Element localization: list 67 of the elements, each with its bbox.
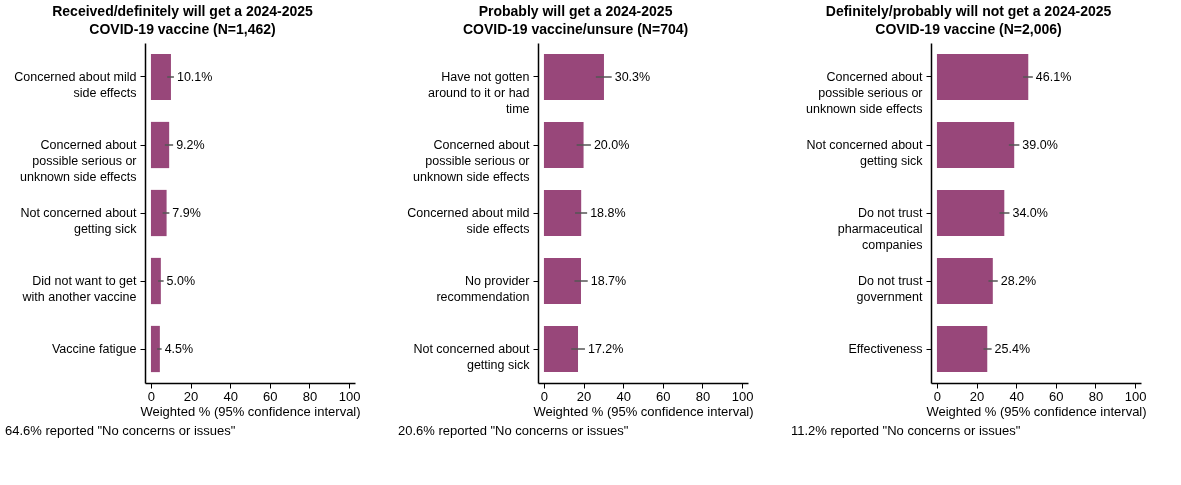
y-tick-label: No provider recommendation [436,274,530,304]
y-tick-label: Concerned about possible serious or unknown side effects [19,138,138,184]
text: 20.6% reported "No concerns or issues" [398,423,629,438]
x-tick-label: 40 [223,388,238,404]
x-axis-title: Weighted % (95% confidence interval) [140,403,361,419]
bar [150,189,167,237]
y-tick-label: Concerned about mild side effects [14,70,137,100]
data-label: 25.4% [994,342,1031,356]
y-tick-label: Concerned about possible serious or unknown side effects [805,70,924,116]
x-tick-label: 80 [1088,388,1104,404]
data-label: 10.1% [176,70,213,84]
bar [150,257,161,305]
data-label: 34.0% [1012,206,1048,220]
x-tick-label: 100 [338,388,361,404]
chart-title: Definitely/probably will not get a 2024-2025 COVID-19 vaccine (N=2,006) [825,3,1112,37]
x-tick-label: 20 [183,388,199,404]
y-tick-label: Do not trust pharmaceutical companies [837,206,924,252]
data-label: 5.0% [166,274,196,288]
data-label: 20.0% [593,138,630,152]
chart-title: Received/definitely will get a 2024-2025 COVID-19 vaccine (N=1,462) [52,3,314,37]
x-tick-label: 80 [695,388,711,404]
bar [150,325,160,373]
y-tick-label: Concerned about mild side effects [407,206,530,236]
y-tick-label: Not concerned about getting sick [20,206,138,236]
data-label: 39.0% [1022,138,1058,152]
y-tick-label: Do not trust government [856,274,924,304]
x-tick-label: 60 [656,388,671,404]
x-tick-label: 0 [540,388,549,404]
text: 11.2% reported "No concerns or issues" [791,423,1021,438]
y-tick-label: Effectiveness [848,342,923,356]
x-tick-label: 100 [731,388,754,404]
data-label: 4.5% [164,342,194,356]
x-tick-label: 0 [933,388,942,404]
bar [936,257,993,305]
x-tick-label: 60 [263,388,278,404]
y-tick-label: Have not gotten around to it or had time [428,70,530,116]
bar [936,189,1005,237]
x-tick-label: 20 [969,388,985,404]
bar [150,53,171,101]
data-label: 7.9% [172,206,201,220]
bar [936,121,1015,169]
y-tick-label: Did not want to get with another vaccine [21,274,138,304]
data-label: 9.2% [176,138,205,152]
x-tick-label: 100 [1124,388,1147,404]
x-axis-title: Weighted % (95% confidence interval) [533,403,754,419]
data-label: 17.2% [587,342,624,356]
x-axis-title: Weighted % (95% confidence interval) [926,403,1147,419]
x-tick-label: 40 [616,388,631,404]
x-tick-label: 60 [1049,388,1064,404]
y-tick-label: Not concerned about getting sick [413,342,531,372]
bar [150,121,170,169]
data-label: 18.8% [590,206,626,220]
x-tick-label: 40 [1009,388,1024,404]
chart-title: Probably will get a 2024-2025 COVID-19 vaccine/unsure (N=704) [462,3,689,37]
data-label: 18.7% [590,274,627,288]
x-tick-label: 80 [302,388,318,404]
data-label: 46.1% [1035,70,1072,84]
x-tick-label: 0 [147,388,156,404]
y-tick-label: Not concerned about getting sick [806,138,924,168]
data-label: 28.2% [1000,274,1037,288]
bar [936,325,988,373]
data-label: 30.3% [614,70,651,84]
y-tick-label: Vaccine fatigue [51,342,137,356]
y-tick-label: Concerned about possible serious or unknown side effects [412,138,531,184]
x-tick-label: 20 [576,388,592,404]
text: 64.6% reported "No concerns or issues" [5,423,236,438]
bar [936,53,1029,101]
